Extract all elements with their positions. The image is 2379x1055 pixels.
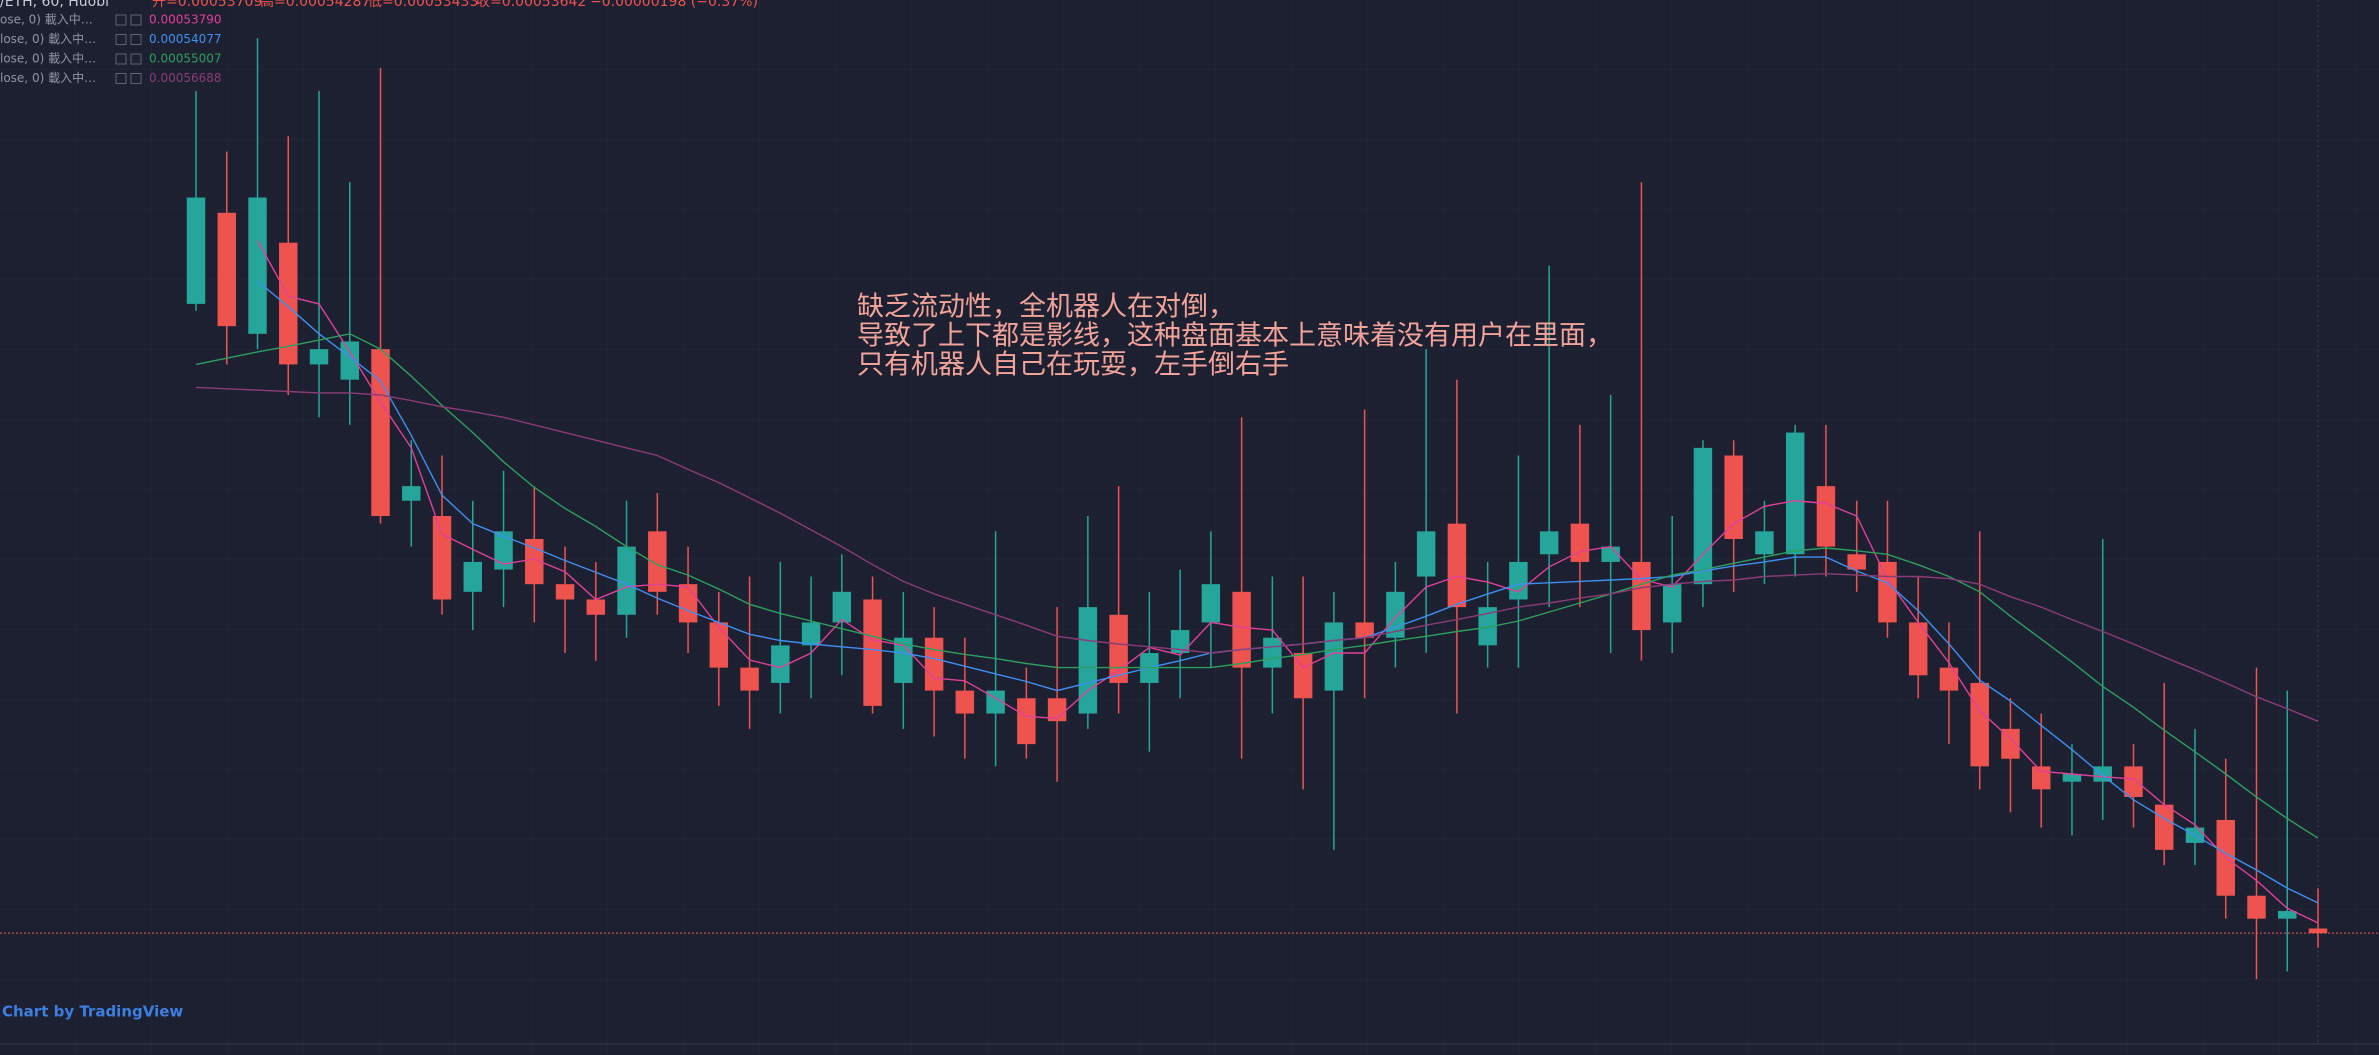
candle-body — [1847, 554, 1866, 570]
candle-body — [1201, 584, 1221, 623]
candle-body — [463, 561, 483, 592]
candle-body — [217, 212, 236, 327]
legend-close[interactable] — [130, 14, 142, 26]
candle-body — [1601, 546, 1620, 562]
candle-body — [648, 531, 667, 592]
candle-body — [1355, 622, 1374, 638]
ohlc-close: 收=0.00053642 — [476, 0, 586, 10]
legend-value: 0.00055007 — [149, 52, 222, 66]
candle-body — [248, 197, 267, 334]
footer-credit[interactable]: Chart by TradingView — [2, 1003, 183, 1021]
ohlc-low: 低=0.00053433 — [368, 0, 478, 10]
legend-name: lose, 0) 載入中… — [0, 70, 96, 85]
candle-body — [1970, 682, 1989, 767]
candle-body — [555, 584, 575, 600]
candle-body — [863, 599, 882, 706]
candle-body — [402, 486, 421, 501]
candle-body — [1447, 523, 1467, 608]
candle-body — [2308, 928, 2328, 934]
candle-body — [1878, 561, 1897, 623]
annotation: 只有机器人自己在玩耍，左手倒右手 — [857, 350, 1289, 381]
candle-body — [1785, 432, 1805, 555]
candle-body — [740, 667, 759, 691]
legend-name: ose, 0) 載入中… — [0, 12, 93, 27]
candle-body — [2155, 804, 2174, 850]
legend-value: 0.00054077 — [149, 32, 222, 46]
candle-body — [924, 637, 944, 691]
legend-toggle[interactable] — [115, 53, 127, 65]
candle-body — [1232, 591, 1251, 668]
candle-body — [1478, 607, 1497, 646]
candle-body — [801, 622, 821, 646]
candle-body — [1109, 614, 1128, 683]
candle-body — [340, 341, 359, 380]
candle-body — [2247, 895, 2266, 919]
candle-body — [1078, 607, 1098, 714]
candle-body — [309, 349, 329, 365]
annotation: 导致了上下都是影线，这种盘面基本上意味着没有用户在里面， — [857, 321, 1613, 352]
candle-body — [617, 546, 636, 615]
legend-toggle[interactable] — [115, 34, 127, 45]
candle-body — [186, 197, 206, 304]
candle-body — [1939, 667, 1959, 691]
candle-body — [1170, 630, 1190, 654]
candle-body — [1662, 584, 1682, 623]
candle-body — [1047, 698, 1067, 722]
legend-close[interactable] — [130, 53, 142, 65]
candle-body — [2001, 728, 2020, 759]
candle-body — [894, 637, 913, 683]
ohlc-open: 开=0.00053709 — [152, 0, 262, 10]
legend-value: 0.00056688 — [149, 71, 222, 85]
candle-body — [1539, 531, 1559, 555]
candle-body — [1509, 561, 1528, 600]
candle-body — [1908, 622, 1928, 676]
candle-body — [2093, 766, 2112, 782]
candle-body — [279, 242, 298, 365]
ma-line — [195, 386, 2319, 722]
candle-body — [371, 349, 390, 517]
legend-name: lose, 0) 載入中… — [0, 51, 96, 66]
candle-body — [586, 599, 606, 615]
candle-body — [2062, 774, 2082, 782]
legend-value: 0.00053790 — [149, 13, 222, 27]
ma-line — [256, 240, 2319, 924]
legend-name: lose, 0) 載入中… — [0, 31, 96, 46]
candle-body — [1416, 531, 1436, 577]
candle-body — [709, 622, 729, 668]
candle-body — [1724, 455, 1743, 539]
legend-toggle[interactable] — [115, 73, 127, 84]
candle-body — [2124, 766, 2143, 797]
legend-close[interactable] — [130, 73, 142, 84]
candle-body — [771, 645, 790, 683]
ohlc-change: −0.00000198 (−0.37%) — [590, 0, 758, 10]
legend-toggle[interactable] — [115, 14, 127, 26]
legend: ose, 0) 載入中… 0.00053790 lose, 0) 載入中… 0.000… — [0, 12, 222, 86]
candle-body — [832, 591, 852, 623]
ohlc-high: 高=0.00054287 — [260, 0, 370, 10]
legend-close[interactable] — [130, 34, 142, 45]
candle-body — [2278, 911, 2297, 919]
candle-body — [955, 690, 975, 714]
candle-body — [678, 584, 698, 623]
plot-area — [0, 38, 2379, 980]
symbol[interactable]: /ETH, 60, Huobi — [0, 0, 109, 10]
ma-line — [195, 333, 2319, 839]
annotation: 缺乏流动性，全机器人在对倒， — [857, 292, 1235, 323]
candle-body — [1017, 698, 1036, 745]
candle-body — [1263, 637, 1282, 668]
overlay: /ETH, 60, Huobi 开=0.00053709 高=0.0005428… — [0, 0, 1613, 1021]
candle-body — [432, 516, 452, 600]
candle-body — [494, 531, 513, 570]
candle-body — [1755, 531, 1774, 555]
candle-body — [1816, 486, 1836, 547]
candle-body — [1570, 523, 1590, 562]
candle-body — [1693, 447, 1713, 585]
candle-body — [2031, 766, 2051, 790]
candle-body — [1293, 653, 1313, 699]
